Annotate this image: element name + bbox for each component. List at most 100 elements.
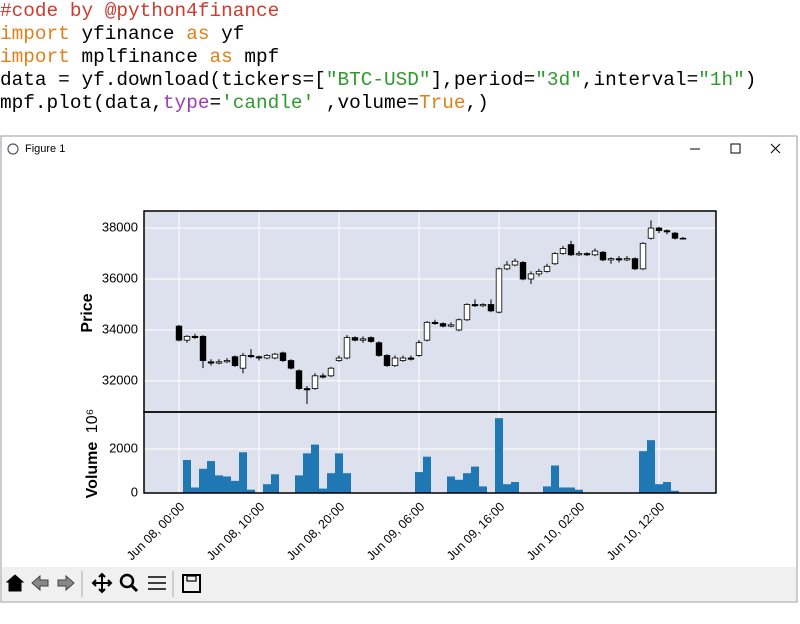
candle-body — [495, 268, 503, 313]
code-token: "BTC-USD" — [325, 69, 431, 91]
candle-body — [663, 230, 671, 233]
code-token: yfinance — [69, 23, 187, 45]
forward-button[interactable] — [57, 574, 75, 592]
code-token: mpf.plot(data, — [0, 92, 163, 114]
volume-multiplier: 10⁶ — [84, 409, 101, 433]
volume-bar — [511, 481, 519, 493]
candle-body — [303, 388, 311, 391]
volume-frame — [143, 411, 717, 494]
volume-bar — [479, 486, 487, 493]
volume-bar — [263, 484, 271, 493]
price-panel — [144, 211, 716, 412]
code-token: as — [186, 23, 210, 45]
candle-body — [647, 227, 655, 239]
volume-bar — [223, 476, 231, 493]
candle-body — [223, 360, 231, 363]
candle-body — [327, 367, 335, 377]
candle-body — [367, 337, 375, 342]
candle-body — [183, 335, 191, 341]
y-tick-label: 36000 — [102, 270, 138, 285]
code-token: ,) — [465, 92, 489, 114]
candle-body — [199, 335, 207, 361]
candle-body — [175, 325, 183, 341]
candle-body — [639, 242, 647, 270]
candle-body — [599, 251, 607, 261]
candle-body — [231, 356, 239, 367]
volume-bar — [231, 480, 239, 493]
candle-body — [351, 337, 359, 341]
candle-body — [407, 357, 415, 360]
candle-body — [287, 360, 295, 369]
candle-body — [679, 237, 687, 240]
volume-bar — [543, 486, 551, 493]
candle-body — [455, 319, 463, 331]
volume-bar — [647, 440, 655, 493]
candle-body — [239, 355, 247, 369]
candle-body — [567, 244, 575, 256]
candle-body — [383, 355, 391, 367]
volume-bar — [319, 488, 327, 493]
candle-body — [247, 355, 255, 358]
candle-body — [623, 258, 631, 261]
code-token: "1h" — [698, 69, 745, 91]
code-token: import — [0, 23, 70, 45]
code-token: ],period= — [430, 69, 536, 91]
volume-bar — [551, 465, 559, 493]
zoom-button[interactable] — [119, 573, 135, 589]
code-token: data = yf.download(tickers=[ — [0, 69, 326, 91]
code-token: ,volume= — [314, 92, 419, 114]
candle-body — [519, 262, 527, 280]
pan-button[interactable] — [91, 572, 113, 594]
back-button[interactable] — [31, 574, 49, 592]
candle-body — [583, 253, 591, 256]
volume-bar — [343, 473, 351, 493]
code-token: import — [0, 46, 70, 68]
code-token: yf — [209, 23, 245, 45]
volume-bar — [495, 418, 503, 493]
candle-body — [271, 353, 279, 359]
home-button[interactable] — [5, 574, 25, 592]
volume-bar — [415, 472, 423, 493]
candle-body — [207, 361, 215, 364]
volume-bar — [215, 475, 223, 493]
candle-body — [215, 361, 223, 364]
code-token: #code by @python4finance — [0, 0, 280, 22]
code-line: import mplfinance as mpf — [0, 46, 800, 69]
candle-body — [503, 264, 511, 270]
code-line: import yfinance as yf — [0, 23, 800, 46]
code-token: = — [209, 92, 222, 114]
y-axis-label: Price — [79, 293, 96, 332]
volume-bar — [183, 459, 191, 493]
candle-body — [279, 352, 287, 361]
candle-body — [319, 375, 327, 378]
candle-body — [399, 357, 407, 361]
volume-bar — [567, 487, 575, 493]
candle-body — [551, 253, 559, 265]
code-token: ,interval= — [581, 69, 699, 91]
configure-button[interactable] — [148, 576, 166, 590]
toolbar — [2, 567, 796, 601]
candle-body — [479, 304, 487, 307]
code-token: 'candle' — [221, 92, 315, 114]
volume-bar — [471, 466, 479, 493]
candle-body — [511, 260, 519, 266]
candle-body — [471, 304, 479, 307]
volume-bar — [423, 456, 431, 493]
candle-body — [335, 357, 343, 361]
close-button[interactable] — [770, 143, 781, 154]
save-button[interactable] — [182, 574, 201, 593]
y-tick-label: 38000 — [102, 220, 138, 235]
code-token: True — [418, 92, 466, 114]
volume-axis-label: Volume — [84, 442, 101, 499]
maximize-button[interactable] — [730, 143, 741, 154]
volume-bar — [303, 453, 311, 493]
volume-bar — [447, 476, 455, 493]
volume-bar — [655, 484, 663, 493]
candle-body — [391, 357, 399, 367]
volume-bar — [455, 479, 463, 493]
candle-body — [343, 337, 351, 359]
candle-body — [439, 323, 447, 327]
candle-body — [375, 342, 383, 356]
candle-body — [431, 321, 439, 325]
